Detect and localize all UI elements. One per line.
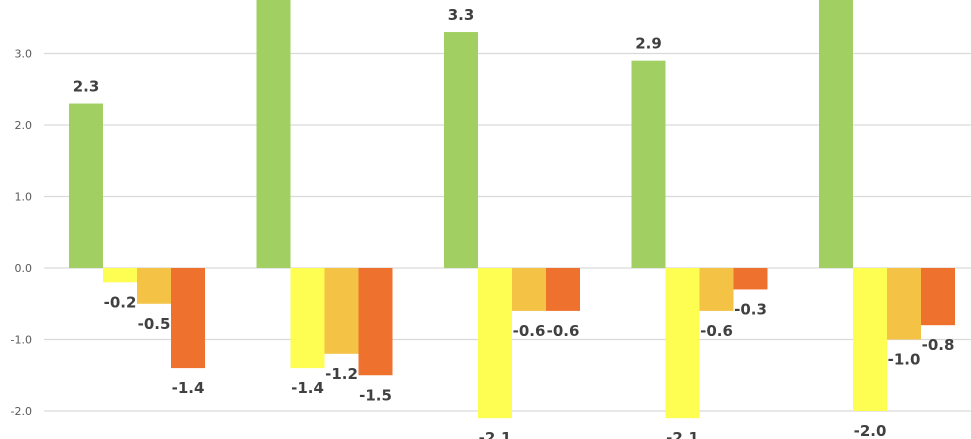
data-label: -1.0 <box>888 351 921 369</box>
data-label: -2.0 <box>854 422 887 439</box>
bar-1 <box>631 60 666 269</box>
bar-2 <box>853 268 887 411</box>
bar-2 <box>478 268 512 419</box>
y-tick-label: 3.0 <box>15 48 33 61</box>
bar-2 <box>665 268 700 419</box>
bar-1 <box>819 0 853 268</box>
data-label: -0.6 <box>513 322 546 340</box>
y-tick-label: 1.0 <box>15 191 33 204</box>
bar-4 <box>921 268 955 326</box>
data-label: -2.1 <box>479 429 512 439</box>
data-label: -0.5 <box>138 315 171 333</box>
data-label: -1.5 <box>359 386 392 404</box>
data-label: -0.2 <box>104 293 137 311</box>
bar-3 <box>887 268 921 340</box>
data-label: 2.3 <box>73 78 100 96</box>
bar-1 <box>256 0 291 268</box>
data-label: -2.1 <box>666 429 699 439</box>
data-label: -1.4 <box>291 379 324 397</box>
bar-4 <box>546 268 580 311</box>
data-label: -0.6 <box>547 322 580 340</box>
bar-3 <box>137 268 171 304</box>
data-label: -1.2 <box>325 365 358 383</box>
data-label: 2.9 <box>635 35 662 53</box>
bar-1 <box>69 103 103 268</box>
data-label: -0.8 <box>922 336 955 354</box>
data-label: 3.3 <box>448 6 475 24</box>
bar-3 <box>699 268 734 311</box>
bar-4 <box>358 268 393 376</box>
data-label: -0.3 <box>734 300 767 318</box>
bar-2 <box>103 268 137 283</box>
bar-4 <box>733 268 768 290</box>
y-tick-label: 2.0 <box>15 119 33 132</box>
bar-3 <box>324 268 359 354</box>
bar-3 <box>512 268 546 311</box>
bar-2 <box>290 268 325 369</box>
y-tick-label: -1.0 <box>11 334 32 347</box>
data-label: -1.4 <box>172 379 205 397</box>
bar-1 <box>444 32 478 268</box>
y-tick-label: -2.0 <box>11 405 32 418</box>
y-tick-label: 0.0 <box>15 262 33 275</box>
bar-4 <box>171 268 205 369</box>
data-label: -0.6 <box>700 322 733 340</box>
